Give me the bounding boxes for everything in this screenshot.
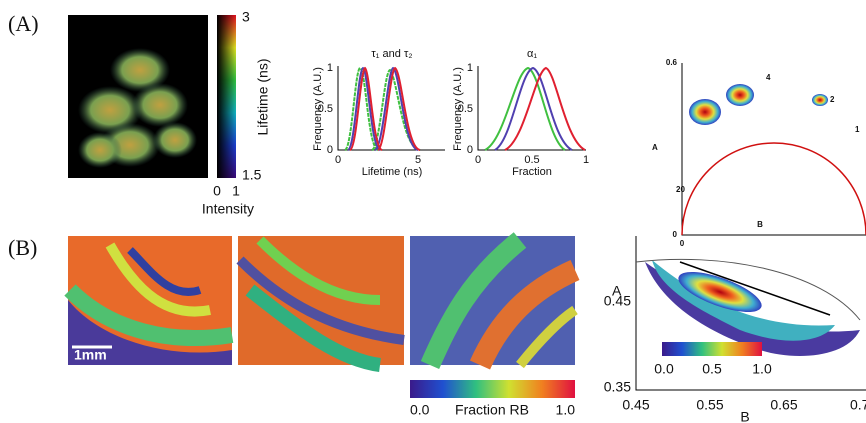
point-label: 20 xyxy=(676,185,685,194)
inset-colorbar xyxy=(662,342,762,356)
y-tick-label: 0.45 xyxy=(604,293,631,309)
colorbar-tick: 1.5 xyxy=(242,167,262,183)
y-tick-label: 0 xyxy=(327,144,333,156)
density-mid xyxy=(652,260,835,341)
curves xyxy=(484,66,586,151)
point-label: 4 xyxy=(766,73,771,82)
density-core xyxy=(678,272,762,312)
plot-title: α₁ xyxy=(527,48,537,60)
x-tick-label: 0.45 xyxy=(622,397,649,413)
x-tick-label: 1 xyxy=(583,154,589,166)
point-label: 2 xyxy=(830,95,835,104)
axes xyxy=(337,66,445,151)
scale-bar-label: 1mm xyxy=(74,347,107,363)
axes xyxy=(477,66,586,151)
colorbar-tick: 0.0 xyxy=(410,402,430,418)
fraction-colorbar xyxy=(410,380,575,398)
colorbar-tick: 0 xyxy=(213,183,221,199)
x-axis-label: Lifetime (ns) xyxy=(362,166,423,178)
colorbar-tick: 0.5 xyxy=(702,361,722,377)
x-tick-label: 0 xyxy=(475,154,481,166)
y-tick-label: 0 xyxy=(673,230,678,239)
cluster xyxy=(689,99,721,125)
y-tick-label: 0.5 xyxy=(318,103,333,115)
y-tick-label: 0.35 xyxy=(604,379,631,395)
colorbar-tick: 1.0 xyxy=(752,361,772,377)
axes xyxy=(635,236,866,391)
y-axis-label: A xyxy=(652,143,658,152)
x-axis-label: B xyxy=(757,220,763,229)
cells xyxy=(78,48,197,168)
x-tick-label: 0 xyxy=(335,154,341,166)
x-tick-label: 0.55 xyxy=(696,397,723,413)
fit-line xyxy=(679,261,831,316)
colorbar-tick: 3 xyxy=(242,9,250,25)
fraction-images xyxy=(64,232,580,372)
x-tick-label: 0 xyxy=(680,239,685,248)
colorbar-title: Lifetime (ns) xyxy=(255,58,271,135)
intensity-shade xyxy=(217,15,236,178)
point-label: 1 xyxy=(855,125,860,134)
plot-title: τ₁ and τ₂ xyxy=(371,48,412,60)
y-axis-label: Frequency (A.U.) xyxy=(312,67,324,151)
x-tick-label: 0.75 xyxy=(850,397,866,413)
x-tick-label: 0.65 xyxy=(770,397,797,413)
y-axis-label: Frequency (A.U.) xyxy=(452,67,464,151)
y-axis-label: A xyxy=(612,283,622,299)
axes xyxy=(681,63,866,236)
colorbar-title: Intensity xyxy=(202,201,254,217)
panel-label: (B) xyxy=(8,235,37,260)
x-axis-label: Fraction xyxy=(512,166,552,178)
y-tick-label: 0.6 xyxy=(666,58,678,67)
cluster xyxy=(812,94,828,106)
y-tick-label: 1 xyxy=(327,62,333,74)
x-tick-label: 5 xyxy=(415,154,421,166)
colorbar-tick: 0.0 xyxy=(654,361,674,377)
colorbar-tick: 1 xyxy=(232,183,240,199)
x-tick-label: 0.5 xyxy=(524,154,539,166)
y-tick-label: 0.5 xyxy=(458,103,473,115)
colorbar-tick: 1.0 xyxy=(556,402,576,418)
colorbar-title: Fraction RB xyxy=(455,402,529,418)
cluster xyxy=(726,84,754,106)
universal-circle xyxy=(681,142,866,236)
y-tick-label: 1 xyxy=(467,62,473,74)
x-axis-label: B xyxy=(740,409,749,423)
panel-label: (A) xyxy=(8,11,39,36)
circle-arc xyxy=(635,258,861,321)
curves xyxy=(344,66,421,151)
y-tick-label: 0 xyxy=(467,144,473,156)
